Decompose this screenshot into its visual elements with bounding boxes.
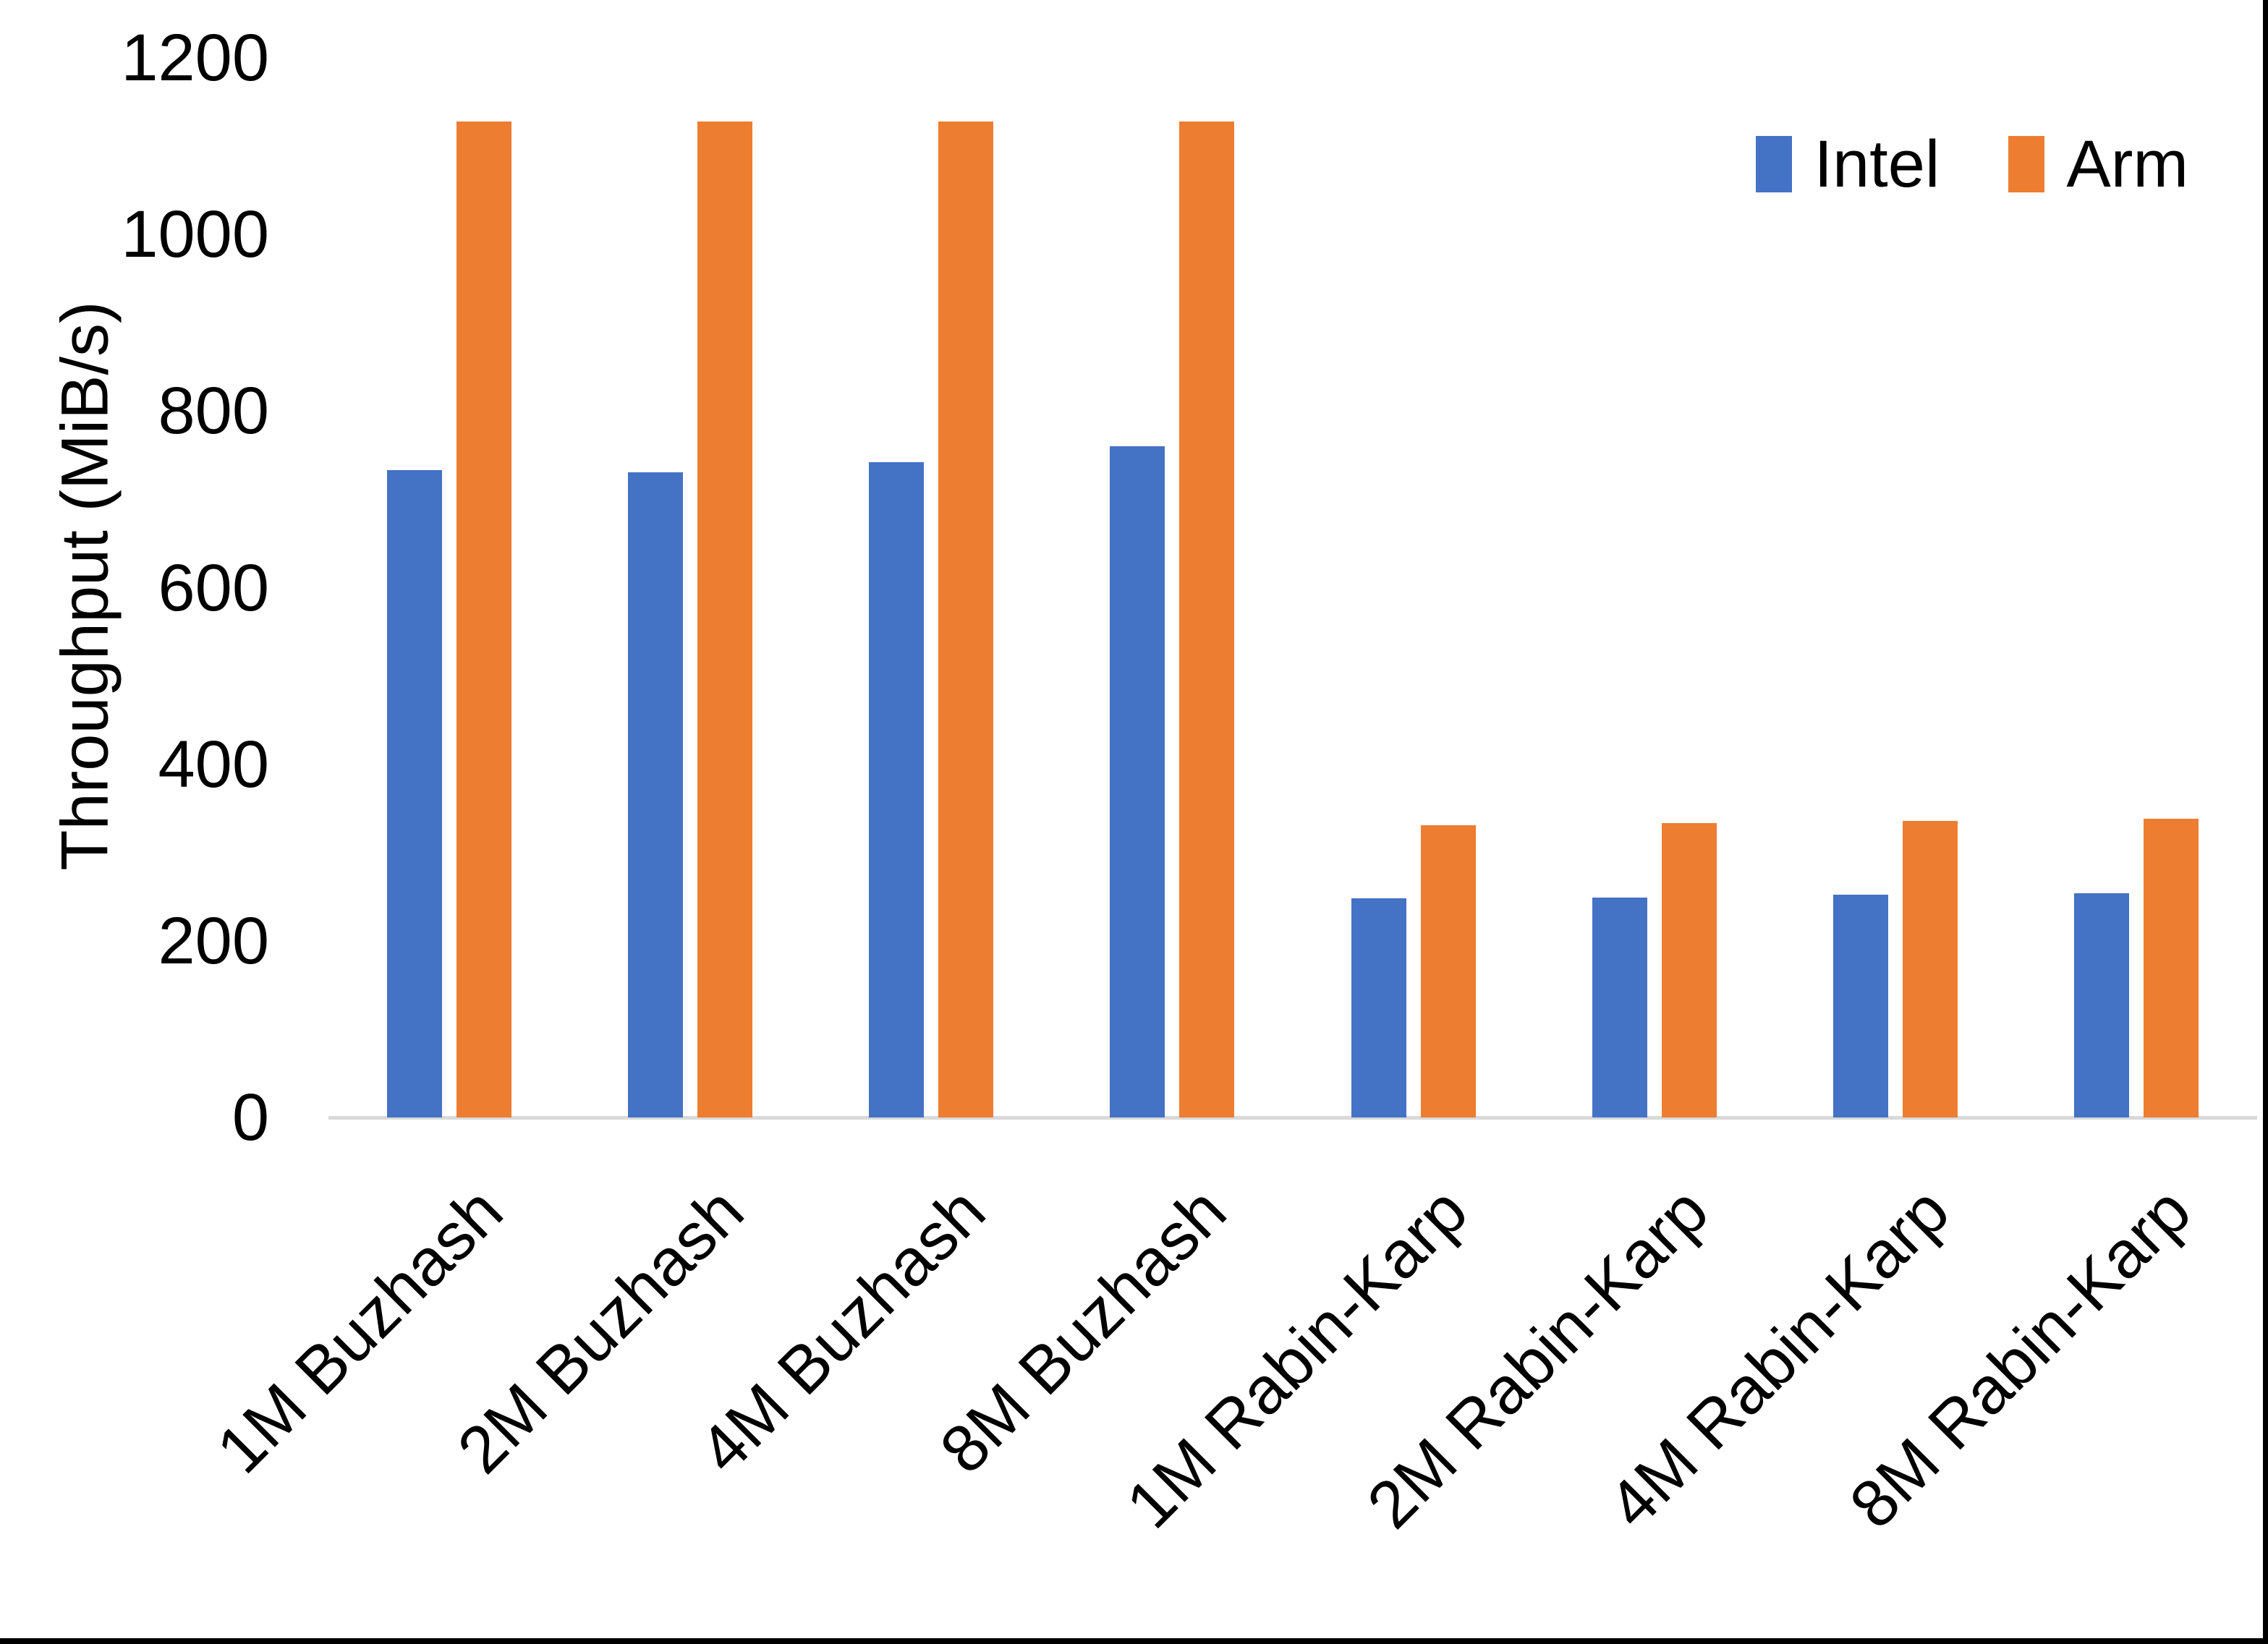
arm-bar [1179, 121, 1235, 1117]
arm-bar [1420, 825, 1476, 1117]
arm-swatch-icon [2008, 136, 2045, 192]
y-tick-label: 800 [158, 374, 270, 448]
arm-bar [1903, 820, 1958, 1117]
y-tick-label: 0 [232, 1081, 269, 1154]
arm-bar [2144, 819, 2199, 1117]
intel-bar [1351, 898, 1406, 1117]
intel-bar [1833, 895, 1889, 1117]
legend-label-intel: Intel [1814, 127, 1940, 201]
arm-bar [938, 121, 994, 1117]
intel-bar [2074, 893, 2130, 1117]
intel-bar [386, 470, 442, 1117]
y-tick-label: 400 [158, 727, 270, 801]
y-tick-label: 600 [158, 550, 270, 625]
arm-bar [1661, 823, 1717, 1117]
y-tick-label: 1200 [121, 21, 269, 95]
arm-bar [456, 121, 511, 1117]
legend-entry-intel: Intel [1756, 127, 1940, 201]
legend-entry-arm: Arm [2008, 127, 2188, 201]
legend: Intel Arm [1756, 127, 2188, 201]
plot-area [328, 58, 2257, 1117]
intel-bar [1592, 898, 1647, 1117]
intel-bar [869, 462, 925, 1117]
intel-bar [627, 472, 683, 1117]
y-tick-label: 200 [158, 903, 270, 978]
intel-bar [1110, 446, 1165, 1117]
y-tick-label: 1000 [121, 197, 269, 272]
intel-swatch-icon [1756, 136, 1793, 192]
arm-bar [697, 121, 752, 1117]
legend-label-arm: Arm [2066, 127, 2188, 201]
x-axis-line [328, 1116, 2257, 1120]
